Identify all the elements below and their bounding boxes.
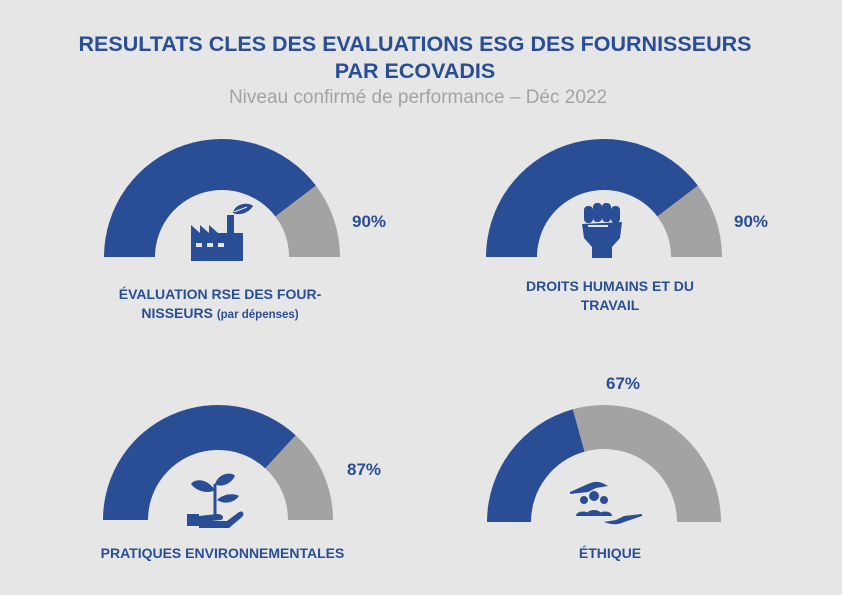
gauge-4-percent: 67% <box>606 374 641 393</box>
gauge-supplier-csr <box>104 138 340 261</box>
page-subtitle: Niveau confirmé de performance – Déc 202… <box>228 87 608 108</box>
gauge-2-caption-line1: DROITS HUMAINS ET DU <box>526 278 694 294</box>
gauge-2-caption: DROITS HUMAINS ET DU TRAVAIL <box>500 277 720 315</box>
gauge-3-percent: 87% <box>347 460 382 479</box>
gauge-remainder-arc <box>265 435 333 520</box>
gauge-value-arc <box>487 409 585 522</box>
gauge-1-percent: 90% <box>352 212 387 231</box>
factory-leaf-icon <box>191 203 253 261</box>
gauge-1-caption-word: NISSEURS <box>141 305 213 321</box>
gauge-ethics <box>487 404 721 525</box>
page-title: RESULTATS CLES DES EVALUATIONS ESG DES F… <box>0 31 830 85</box>
gauge-2-percent: 90% <box>734 212 769 231</box>
title-line-2: PAR ECOVADIS <box>334 59 496 83</box>
hand-plant-icon <box>187 473 244 528</box>
hands-people-icon <box>570 481 642 525</box>
gauge-1-caption-line1: ÉVALUATION RSE DES FOUR- <box>118 286 322 302</box>
gauge-4-caption: ÉTHIQUE <box>578 545 642 561</box>
gauge-remainder-arc <box>275 185 340 257</box>
gauge-human-rights <box>486 138 722 258</box>
title-line-1: RESULTATS CLES DES EVALUATIONS ESG DES F… <box>78 32 752 56</box>
gauge-3-caption: PRATIQUES ENVIRONNEMENTALES <box>100 545 345 561</box>
gauge-value-arc <box>103 404 296 520</box>
gauge-2-caption-line2: TRAVAIL <box>580 297 640 313</box>
gauge-1-caption-line2: NISSEURS (par dépenses) <box>100 304 340 325</box>
raised-fist-icon <box>582 203 622 258</box>
gauge-remainder-arc <box>572 404 721 522</box>
gauge-value-arc <box>486 138 698 257</box>
gauge-environment <box>103 404 333 528</box>
gauge-remainder-arc <box>657 185 722 257</box>
gauge-1-caption: ÉVALUATION RSE DES FOUR- NISSEURS (par d… <box>100 285 340 325</box>
gauge-1-caption-note: (par dépenses) <box>216 309 299 321</box>
gauge-value-arc <box>104 138 316 257</box>
